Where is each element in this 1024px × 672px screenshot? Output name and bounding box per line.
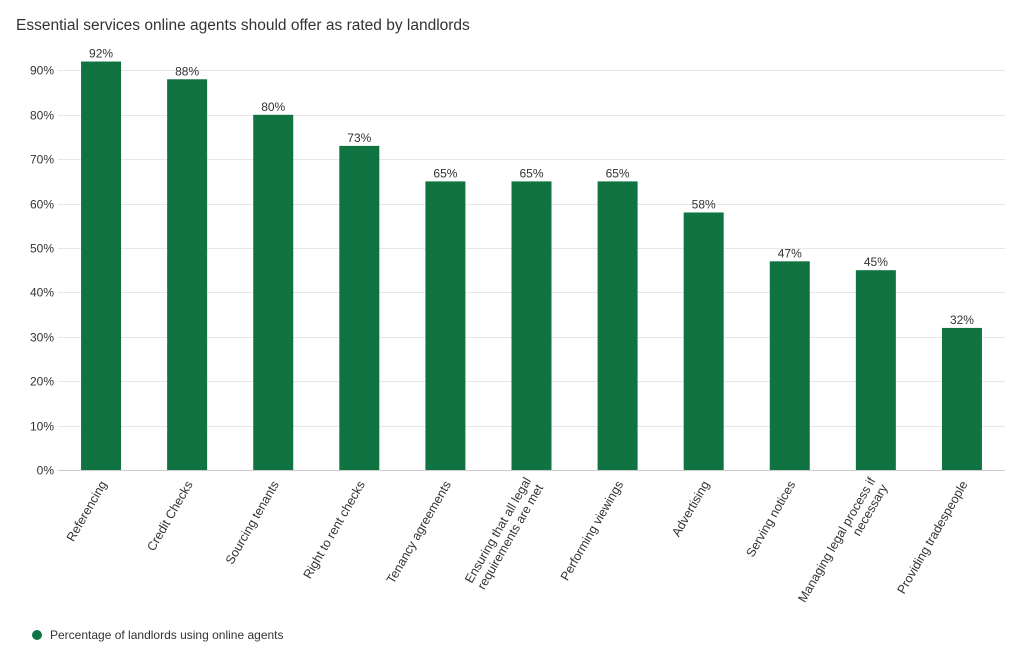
- x-tick-text: Providing tradespeople: [894, 478, 970, 596]
- data-label: 73%: [347, 131, 371, 145]
- x-tick-line: Referencing: [64, 478, 110, 543]
- x-tick-label: Ensuring that all legalrequirements are …: [462, 475, 546, 593]
- data-label: 92%: [89, 47, 113, 61]
- bars: [81, 61, 982, 471]
- chart-title: Essential services online agents should …: [16, 17, 470, 34]
- x-tick-text: Right to rent checks: [301, 479, 368, 582]
- data-label: 32%: [950, 313, 974, 327]
- y-tick-label: 50%: [30, 242, 54, 256]
- x-tick-text: Sourcing tenants: [223, 479, 282, 567]
- bar[interactable]: [941, 327, 982, 470]
- data-label: 47%: [778, 246, 802, 260]
- x-tick-line: Right to rent checks: [301, 479, 368, 582]
- y-tick-label: 80%: [30, 109, 54, 123]
- x-tick-label: Managing legal process ifnecessary: [795, 474, 890, 611]
- x-tick-text: Ensuring that all legalrequirements are …: [462, 475, 546, 593]
- x-tick-line: Managing legal process if: [795, 475, 878, 605]
- y-tick-label: 40%: [30, 286, 54, 300]
- y-axis-ticks: 0% 10% 20% 30% 40% 50% 60% 70% 80% 90%: [30, 64, 54, 478]
- bar[interactable]: [81, 61, 122, 471]
- data-labels: 92% 88% 80% 73% 65% 65% 65% 58% 47% 45% 32%: [89, 47, 974, 327]
- y-tick-label: 60%: [30, 198, 54, 212]
- x-tick-label: Credit Checks: [144, 479, 195, 554]
- bar[interactable]: [511, 181, 552, 470]
- x-tick-line: Advertising: [669, 478, 712, 539]
- x-tick-line: Tenancy agreements: [384, 479, 454, 586]
- y-tick-label: 0%: [37, 464, 55, 478]
- data-label: 65%: [433, 166, 457, 180]
- x-tick-text: Advertising: [669, 478, 712, 539]
- x-tick-text: Serving notices: [744, 479, 799, 560]
- x-tick-label: Sourcing tenants: [223, 479, 282, 567]
- legend-label: Percentage of landlords using online age…: [50, 628, 284, 642]
- data-label: 58%: [692, 197, 716, 211]
- x-tick-label: Serving notices: [744, 479, 799, 560]
- bar[interactable]: [253, 114, 294, 471]
- x-tick-line: Sourcing tenants: [223, 479, 282, 567]
- x-tick-line: Serving notices: [744, 479, 799, 560]
- y-tick-label: 70%: [30, 153, 54, 167]
- y-tick-label: 30%: [30, 331, 54, 345]
- x-tick-label: Right to rent checks: [301, 479, 368, 582]
- x-tick-text: Referencing: [64, 478, 110, 543]
- bar[interactable]: [683, 212, 724, 471]
- bar[interactable]: [597, 181, 638, 470]
- x-tick-text: Managing legal process ifnecessary: [795, 474, 890, 611]
- x-tick-text: Tenancy agreements: [384, 479, 454, 586]
- x-tick-text: Credit Checks: [144, 479, 195, 554]
- data-label: 65%: [606, 166, 630, 180]
- data-label: 45%: [864, 255, 888, 269]
- bar[interactable]: [339, 145, 380, 470]
- bar[interactable]: [167, 79, 208, 470]
- x-tick-label: Performing viewings: [558, 479, 626, 583]
- data-label: 88%: [175, 64, 199, 78]
- data-label: 80%: [261, 100, 285, 114]
- x-tick-label: Providing tradespeople: [894, 478, 970, 596]
- x-tick-line: Providing tradespeople: [894, 478, 970, 596]
- data-label: 65%: [519, 166, 543, 180]
- y-tick-label: 10%: [30, 420, 54, 434]
- bar[interactable]: [425, 181, 466, 470]
- bar[interactable]: [855, 270, 896, 470]
- x-tick-text: Performing viewings: [558, 479, 626, 583]
- x-tick-label: Advertising: [669, 478, 712, 539]
- x-axis-ticks: Referencing Credit Checks Sourcing tenants…: [64, 474, 971, 611]
- legend[interactable]: Percentage of landlords using online age…: [32, 628, 284, 642]
- legend-marker: [32, 630, 42, 640]
- x-tick-label: Referencing: [64, 478, 110, 543]
- x-tick-label: Tenancy agreements: [384, 479, 454, 586]
- x-tick-line: Performing viewings: [558, 479, 626, 583]
- y-tick-label: 90%: [30, 64, 54, 78]
- x-tick-line: Credit Checks: [144, 479, 195, 554]
- bar[interactable]: [769, 261, 810, 470]
- y-tick-label: 20%: [30, 375, 54, 389]
